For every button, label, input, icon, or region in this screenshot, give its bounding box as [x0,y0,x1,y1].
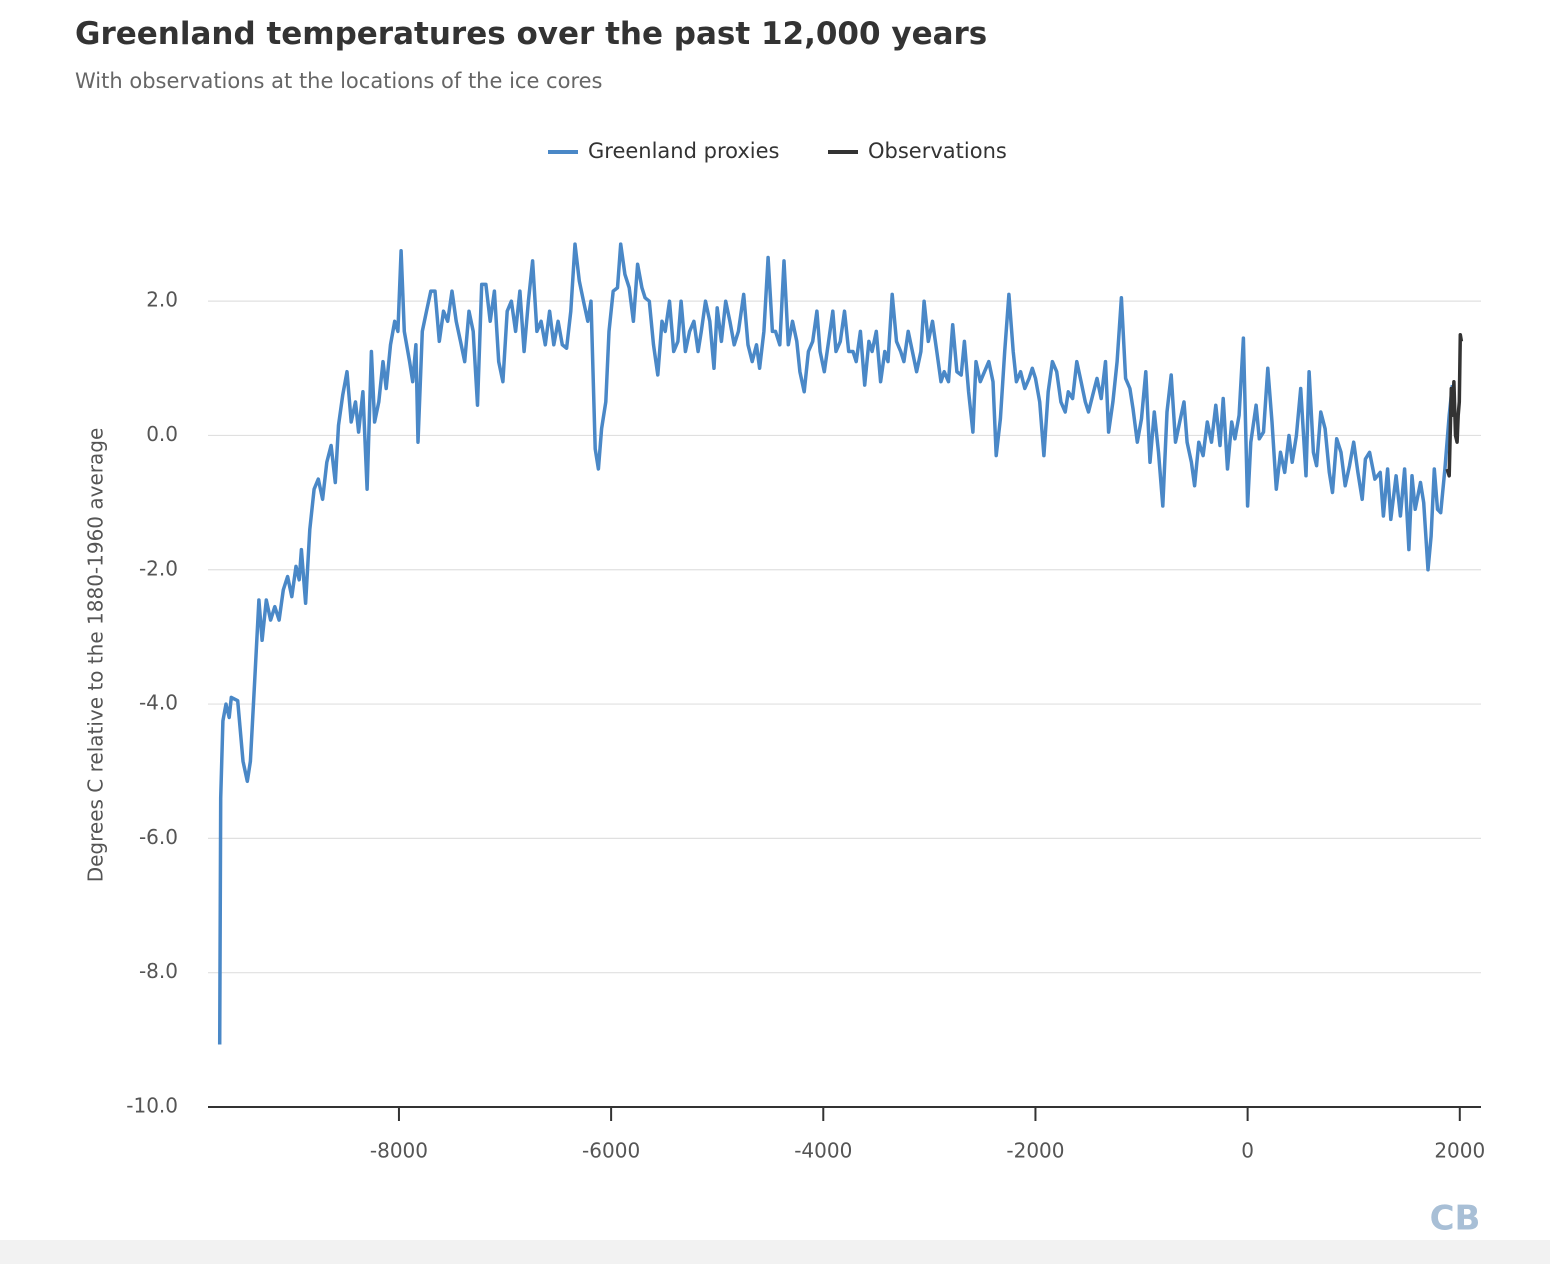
chart-title: Greenland temperatures over the past 12,… [75,16,987,52]
x-tick-label: 2000 [1434,1139,1485,1163]
chart-subtitle: With observations at the locations of th… [75,69,602,93]
x-tick-label: -4000 [794,1139,852,1163]
y-axis-label: Degrees C relative to the 1880-1960 aver… [84,428,108,883]
y-tick-label: 2.0 [146,288,178,312]
x-tick-label: -8000 [370,1139,428,1163]
data-line [1445,332,1464,478]
y-tick-label: -8.0 [139,959,178,983]
y-tick-label: 0.0 [146,422,178,446]
x-tick-label: -2000 [1006,1139,1064,1163]
x-tick-label: -6000 [582,1139,640,1163]
legend-label: Greenland proxies [588,139,779,163]
x-tick-label: 0 [1241,1139,1254,1163]
data-line [217,242,1455,1045]
y-tick-label: -2.0 [139,556,178,580]
logo: CB [1430,1199,1481,1239]
y-tick-label: -6.0 [139,825,178,849]
y-tick-label: -10.0 [126,1094,178,1118]
footer-band [0,1240,1550,1264]
y-tick-label: -4.0 [139,691,178,715]
legend-label: Observations [868,139,1007,163]
